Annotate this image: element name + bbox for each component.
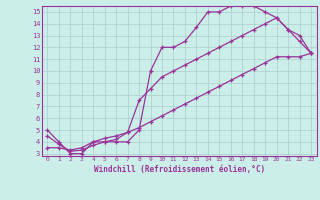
X-axis label: Windchill (Refroidissement éolien,°C): Windchill (Refroidissement éolien,°C) bbox=[94, 165, 265, 174]
